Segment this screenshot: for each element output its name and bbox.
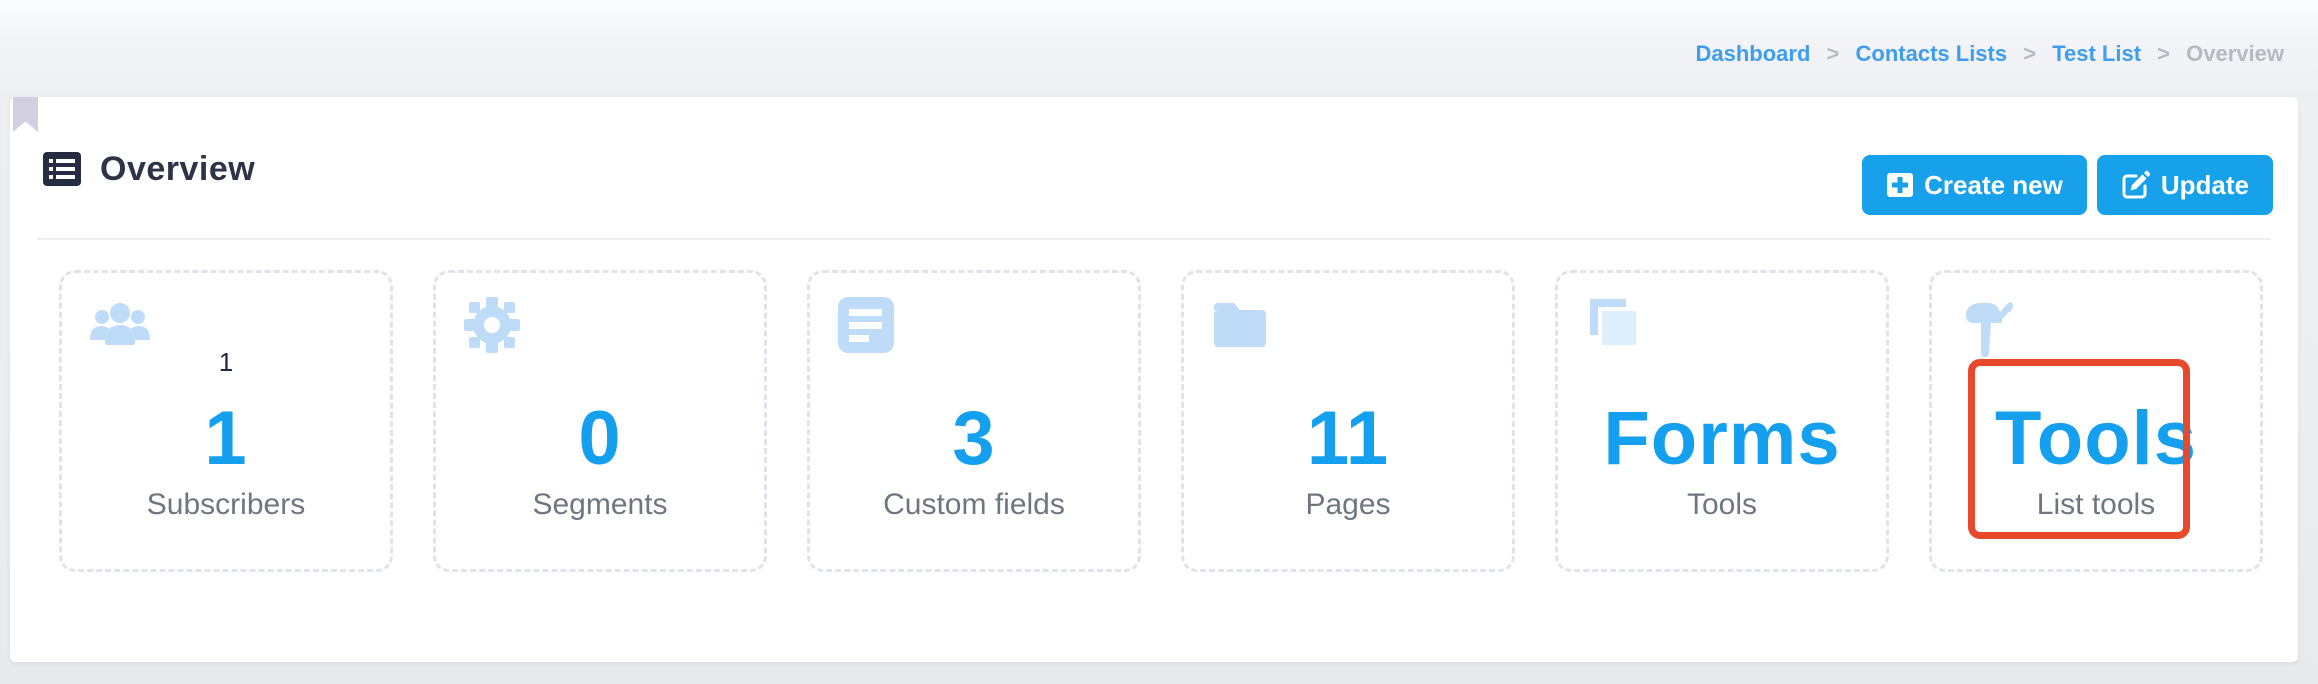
breadcrumb-link-contacts-lists[interactable]: Contacts Lists [1855, 41, 2008, 66]
create-new-button[interactable]: Create new [1862, 155, 2087, 215]
subscribers-label: Subscribers [146, 488, 306, 521]
breadcrumb-separator: > [1826, 41, 1840, 66]
list-alt-icon [42, 149, 82, 189]
plus-square-icon [1887, 173, 1914, 197]
header-divider [37, 238, 2271, 240]
stat-card-pages[interactable]: 11 Pages [1181, 270, 1515, 572]
breadcrumb-link-test-list[interactable]: Test List [2052, 41, 2142, 66]
custom-fields-label: Custom fields [883, 488, 1065, 521]
tools-label: List tools [2036, 488, 2156, 521]
forms-label: Tools [1686, 488, 1758, 521]
stat-card-custom-fields[interactable]: 3 Custom fields [807, 270, 1141, 572]
forms-value: Forms [1603, 396, 1841, 481]
segments-label: Segments [532, 488, 668, 521]
pages-label: Pages [1305, 488, 1391, 521]
note-icon [836, 295, 900, 359]
tools-value: Tools [1994, 396, 2197, 481]
breadcrumb-current: Overview [2186, 41, 2284, 66]
card-header: Overview Create new Update [10, 97, 2298, 240]
subscribers-value: 1 [204, 396, 248, 481]
page-title: Overview [100, 149, 256, 188]
overview-card: Overview Create new Update [10, 97, 2298, 662]
edit-pencil-icon [2122, 170, 2150, 199]
folder-icon [1210, 295, 1274, 359]
stats-row: 1 1 Subscribers [59, 270, 2263, 572]
breadcrumb-separator: > [2157, 41, 2171, 66]
stat-card-forms[interactable]: Forms Tools [1555, 270, 1889, 572]
breadcrumb: Dashboard > Contacts Lists > Test List >… [1695, 36, 2284, 72]
gear-icon [462, 295, 526, 359]
stat-card-tools[interactable]: Tools List tools [1929, 270, 2263, 572]
breadcrumb-separator: > [2023, 41, 2037, 66]
subscribers-mini-count: 1 [218, 347, 234, 377]
clone-icon [1584, 295, 1648, 359]
pages-value: 11 [1306, 396, 1390, 481]
hammer-icon [1958, 295, 2022, 359]
segments-value: 0 [578, 396, 622, 481]
stat-card-subscribers[interactable]: 1 1 Subscribers [59, 270, 393, 572]
stat-card-segments[interactable]: 0 Segments [433, 270, 767, 572]
breadcrumb-link-dashboard[interactable]: Dashboard [1695, 41, 1811, 66]
update-button[interactable]: Update [2096, 155, 2273, 215]
users-icon [88, 295, 152, 359]
custom-fields-value: 3 [952, 396, 996, 481]
